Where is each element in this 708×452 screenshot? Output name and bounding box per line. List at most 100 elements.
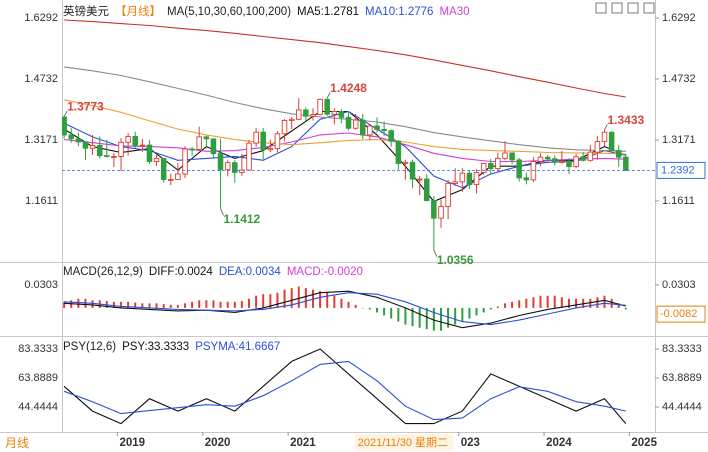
candle-body [367,125,373,136]
plot-area [63,286,627,331]
macd-bar [404,307,407,325]
y-tick-label-right: 1.6292 [662,12,696,24]
macd-bar [432,307,435,331]
extreme-leader [63,110,68,117]
x-tick-label: 2020 [205,437,231,449]
legend-item: 英镑美元 [63,4,109,18]
panel: 1.6292 1.6292 1.4732 1.4732 1.3171 1.3171 1.16… [24,4,706,267]
y-tick-label: 83.3333 [18,343,58,355]
macd-bar [276,292,279,308]
candle-body [438,205,444,219]
macd-bar [496,306,499,308]
last-price-box [656,161,706,179]
candle-body [509,152,515,161]
macd-bar [553,295,556,308]
candle-body [132,136,138,146]
candle-body [104,155,110,158]
candle-body [168,179,174,181]
panel: 83.3333 83.3333 63.8889 63.8889 44.4444 44.44… [5,341,702,451]
candle-body [566,161,572,168]
candle-body [331,111,338,115]
icon[interactable] [611,2,623,14]
macd-bar [418,307,421,328]
candle-body [281,120,288,135]
macd-bar [340,298,343,308]
cursor-label: 2021/11/30 星期二 [358,436,448,449]
legend-item: 【月线】 [115,4,161,18]
legend-item: PSYMA:41.6667 [195,341,280,353]
candle-body [111,155,117,158]
macd-bar [219,301,222,308]
macd-bar [390,307,393,319]
macd-bar [205,300,208,308]
candle-body [153,157,160,162]
y-tick-label-right: 44.4444 [662,401,702,413]
legend-item: MA10:1.2776 [365,6,433,18]
macd-bar [596,297,599,308]
extreme-label: 1.1412 [224,212,261,226]
y-tick-label: 1.4732 [24,73,58,85]
macd-bar [141,303,144,308]
y-tick-label: 0.0303 [24,279,58,291]
extreme-leader [326,92,331,99]
candle-body [139,144,146,147]
candle-body [402,161,409,164]
icon[interactable] [643,2,655,14]
toolbar-icons [595,2,655,14]
icon[interactable] [627,2,639,14]
legend-item: MACD:-0.0020 [287,266,363,278]
macd-bar [226,301,229,308]
x-tick-label: 2024 [546,437,572,449]
candle-body [224,162,231,171]
macd-bar [191,301,194,308]
indicator-line [64,292,626,326]
macd-bar [411,307,414,327]
macd-bar [383,307,386,316]
macd-bar [546,295,549,308]
indicator-line [63,99,626,155]
candle-body [615,150,622,158]
marker-label: -0.0082 [660,308,697,320]
macd-bar [233,301,236,308]
macd-bar [333,295,336,308]
macd-bar [539,295,542,308]
macd-bar [468,307,471,319]
legend-item: DEA:0.0034 [219,266,282,278]
extreme-label: 1.3433 [607,113,644,127]
candle-body [587,151,594,161]
macd-bar [319,291,322,308]
candle-body [352,119,359,129]
y-tick-label-right: 1.4732 [662,73,696,85]
candle-body [288,118,295,121]
candle-body [89,145,96,149]
candle-body [260,131,266,151]
y-tick-label: 1.1611 [25,195,58,207]
extreme-label: 1.0356 [437,253,474,267]
candle-body [160,157,167,180]
macd-bar [112,301,115,308]
legend-item: MACD(26,12,9) [63,266,143,278]
macd-bar [120,301,123,308]
candle-body [523,177,530,181]
period-label: 月线 [5,436,29,450]
legend-item: MA30 [439,6,469,18]
candle-body [516,159,522,179]
marker-box [656,305,706,323]
y-tick-label-right: 83.3333 [662,343,702,355]
y-tick-label-right: 63.8889 [662,372,702,384]
candle-body [466,172,473,186]
candle-body [246,142,252,171]
macd-bar [63,301,66,308]
macd-bar [511,301,514,308]
candle-body [232,162,238,173]
icon[interactable] [595,2,607,14]
candle-body [537,156,544,162]
candle-body [217,153,224,171]
macd-bar [361,307,364,309]
macd-bar [489,307,492,310]
candle-body [488,163,494,169]
candle-body [580,156,586,161]
candle-body [445,182,451,207]
candle-body [310,114,316,117]
